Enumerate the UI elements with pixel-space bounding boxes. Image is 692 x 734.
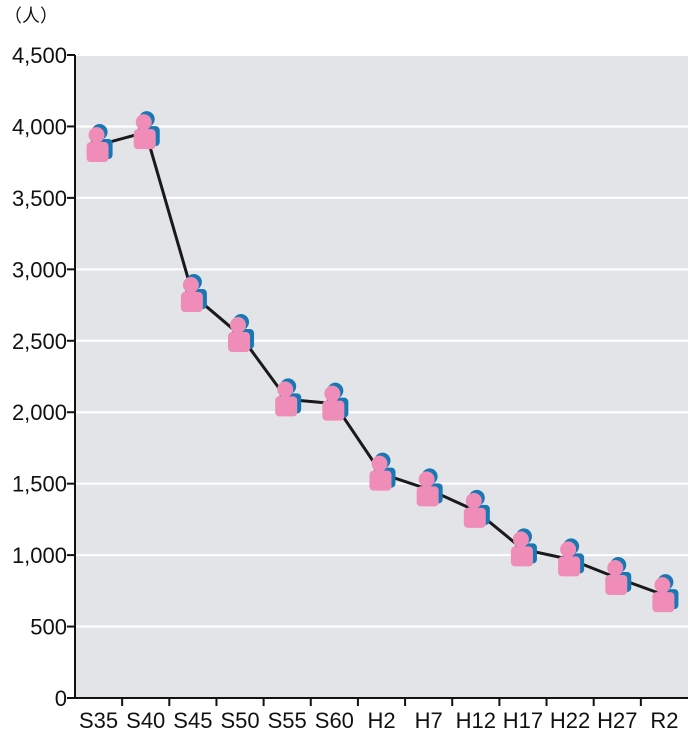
x-tick-label-H22: H22 <box>550 708 590 733</box>
x-tick-label-S50: S50 <box>220 708 259 733</box>
y-tick-label: 2,000 <box>12 400 67 425</box>
x-tick-label-H7: H7 <box>415 708 443 733</box>
y-tick-label: 2,500 <box>12 329 67 354</box>
y-tick-label: 3,500 <box>12 186 67 211</box>
x-tick-label-S55: S55 <box>268 708 307 733</box>
y-tick-labels: 0 500 1,000 1,500 2,000 2,500 3,000 3,500 4,000 4… <box>12 43 67 711</box>
person-icon <box>369 452 396 491</box>
person-icon <box>652 574 679 613</box>
x-tick-label-H2: H2 <box>367 708 395 733</box>
y-tick-label: 500 <box>30 615 67 640</box>
person-icon <box>605 556 632 595</box>
y-tick-label: 4,000 <box>12 114 67 139</box>
person-icon <box>228 314 255 353</box>
x-tick-label-S35: S35 <box>79 708 118 733</box>
x-tick-label-R2: R2 <box>650 708 678 733</box>
person-icon <box>558 538 585 577</box>
y-tick-label: 3,000 <box>12 257 67 282</box>
y-tick-label: 0 <box>55 686 67 711</box>
person-icon <box>510 528 537 567</box>
x-tick-label-S45: S45 <box>173 708 212 733</box>
x-tick-label-H12: H12 <box>456 708 496 733</box>
person-icon <box>322 382 349 421</box>
person-icon <box>180 274 207 313</box>
plot-area <box>75 55 688 698</box>
x-tick-label-H17: H17 <box>503 708 543 733</box>
person-icon <box>275 378 302 417</box>
person-icon <box>416 468 443 507</box>
x-tick-label-H27: H27 <box>597 708 637 733</box>
y-tick-label: 4,500 <box>12 43 67 68</box>
y-unit-label: （人） <box>4 6 58 27</box>
person-icon <box>86 124 113 163</box>
data-markers <box>86 111 679 613</box>
y-tick-label: 1,000 <box>12 543 67 568</box>
person-icon <box>463 489 490 528</box>
person-icon <box>133 111 160 150</box>
x-tick-label-S40: S40 <box>126 708 165 733</box>
x-tick-labels: S35 S40 S45 S50 S55 S60 H2 H7 H12 H17 H22 H27 R2 <box>79 708 678 733</box>
axes <box>67 54 688 706</box>
x-tick-label-S60: S60 <box>315 708 354 733</box>
y-tick-label: 1,500 <box>12 472 67 497</box>
gridlines <box>75 54 688 628</box>
